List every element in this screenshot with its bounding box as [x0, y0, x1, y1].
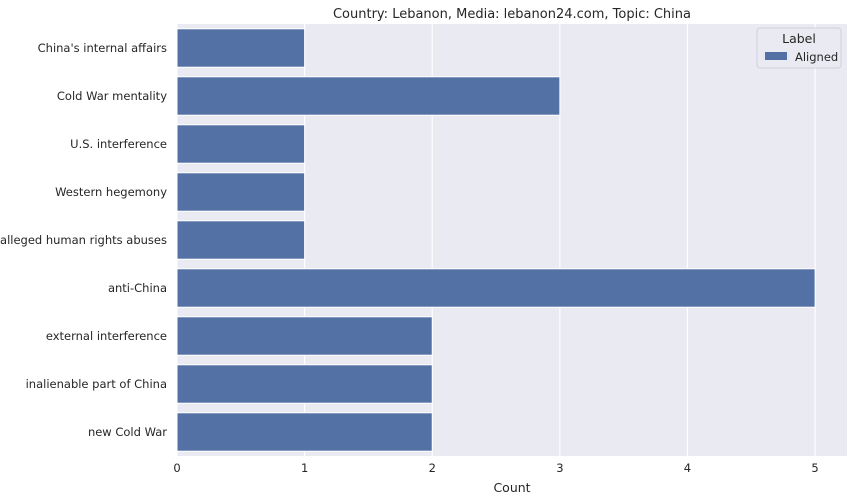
bar-inalienable-part-of-china: [176, 364, 433, 404]
bar-alleged-human-rights-abuses: [176, 220, 306, 260]
bar-new-cold-war: [176, 412, 433, 452]
y-tick-label: new Cold War: [88, 425, 167, 439]
y-tick-label: China's internal affairs: [38, 41, 167, 55]
bar-u-s-interference: [176, 124, 306, 164]
y-tick-label: anti-China: [108, 281, 167, 295]
x-tick-label: 4: [684, 461, 691, 475]
y-tick-label: inalienable part of China: [26, 377, 167, 391]
x-tick-label: 0: [173, 461, 180, 475]
bar-external-interference: [176, 316, 433, 356]
legend-label-aligned: Aligned: [795, 50, 838, 64]
x-axis-ticks: 0 1 2 3 4 5: [173, 461, 818, 475]
y-axis-labels: China's internal affairs Cold War mentali…: [0, 41, 167, 439]
y-tick-label: external interference: [46, 329, 167, 343]
bar-western-hegemony: [176, 172, 306, 212]
y-tick-label: U.S. interference: [70, 137, 167, 151]
legend: Label Aligned: [756, 27, 842, 69]
y-tick-label: Western hegemony: [55, 185, 167, 199]
y-tick-label: Cold War mentality: [57, 89, 167, 103]
legend-swatch-aligned: [765, 52, 787, 60]
bars: [176, 28, 816, 452]
x-axis-label: Count: [493, 480, 530, 495]
y-tick-label: alleged human rights abuses: [0, 233, 167, 247]
x-tick-label: 1: [301, 461, 308, 475]
x-tick-label: 3: [556, 461, 563, 475]
legend-title: Label: [782, 31, 816, 46]
bar-china-s-internal-affairs: [176, 28, 306, 68]
x-tick-label: 2: [429, 461, 436, 475]
bar-cold-war-mentality: [176, 76, 561, 116]
bar-anti-china: [176, 268, 816, 308]
x-tick-label: 5: [811, 461, 818, 475]
chart-title: Country: Lebanon, Media: lebanon24.com, …: [333, 7, 691, 22]
